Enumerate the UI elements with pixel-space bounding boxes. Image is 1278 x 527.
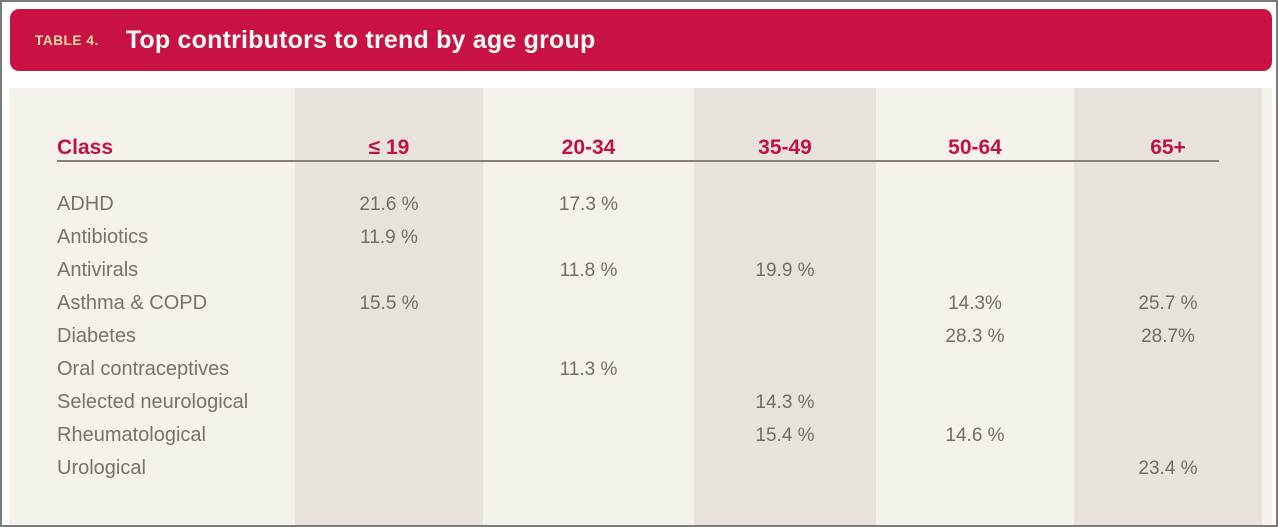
value-cell xyxy=(1074,386,1262,419)
value-cell xyxy=(295,254,483,287)
value-cell: 21.6 % xyxy=(359,194,419,215)
row-label: Antivirals xyxy=(57,259,139,281)
table-row: Rheumatological 15.4 % 14.6 % xyxy=(9,419,1272,452)
row-label: Urological xyxy=(57,457,146,479)
table-row: Asthma & COPD 15.5 % 14.3% 25.7 % xyxy=(9,287,1272,320)
value-cell xyxy=(1074,221,1262,254)
row-label: Diabetes xyxy=(57,325,136,347)
value-cell xyxy=(483,452,694,485)
value-cell xyxy=(876,188,1074,221)
value-cell xyxy=(483,320,694,353)
table-row: ADHD 21.6 % 17.3 % xyxy=(9,188,1272,221)
table-row: Diabetes 28.3 % 28.7% xyxy=(9,320,1272,353)
value-cell: 14.3% xyxy=(948,293,1002,314)
column-header-65-plus: 65+ xyxy=(1150,136,1186,159)
table-number-label: TABLE 4. xyxy=(35,32,99,48)
column-header-50-64: 50-64 xyxy=(948,136,1002,159)
table-row: Antibiotics 11.9 % xyxy=(9,221,1272,254)
value-cell xyxy=(1074,188,1262,221)
value-cell: 28.3 % xyxy=(945,326,1005,347)
value-cell xyxy=(295,386,483,419)
column-header-under-19: ≤ 19 xyxy=(368,136,410,159)
table-row: Selected neurological 14.3 % xyxy=(9,386,1272,419)
value-cell: 17.3 % xyxy=(558,194,619,215)
value-cell: 11.3 % xyxy=(559,359,618,380)
value-cell xyxy=(694,287,876,320)
table-body: ADHD 21.6 % 17.3 % Antibiotics 11.9 % An… xyxy=(9,188,1272,485)
value-cell: 25.7 % xyxy=(1138,293,1198,314)
value-cell xyxy=(694,221,876,254)
table-title: Top contributors to trend by age group xyxy=(125,25,596,54)
row-label: Rheumatological xyxy=(57,424,206,446)
value-cell: 14.3 % xyxy=(755,392,815,413)
value-cell xyxy=(1074,419,1262,452)
value-cell xyxy=(694,320,876,353)
value-cell xyxy=(694,452,876,485)
value-cell xyxy=(694,353,876,386)
value-cell xyxy=(483,221,694,254)
value-cell: 23.4 % xyxy=(1138,458,1198,479)
value-cell: 15.5 % xyxy=(359,293,419,314)
value-cell xyxy=(694,188,876,221)
table-title-bar: TABLE 4. Top contributors to trend by ag… xyxy=(10,9,1272,71)
value-cell xyxy=(295,419,483,452)
row-label: Oral contraceptives xyxy=(57,358,230,380)
row-label: Antibiotics xyxy=(57,226,149,248)
row-label: ADHD xyxy=(57,193,114,215)
row-label: Asthma & COPD xyxy=(57,292,208,314)
value-cell xyxy=(295,452,483,485)
value-cell xyxy=(876,221,1074,254)
value-cell: 19.9 % xyxy=(755,260,815,281)
value-cell: 14.6 % xyxy=(945,425,1005,446)
column-header-35-49: 35-49 xyxy=(758,136,812,159)
value-cell xyxy=(1074,353,1262,386)
value-cell xyxy=(876,386,1074,419)
value-cell xyxy=(483,386,694,419)
value-cell xyxy=(295,353,483,386)
value-cell xyxy=(483,287,694,320)
table-row: Oral contraceptives 11.3 % xyxy=(9,353,1272,386)
value-cell xyxy=(1074,254,1262,287)
table-header-row: Class ≤ 19 20-34 35-49 50-64 65+ xyxy=(9,88,1272,160)
value-cell: 28.7% xyxy=(1141,326,1195,347)
row-label: Selected neurological xyxy=(57,391,249,413)
column-header-20-34: 20-34 xyxy=(561,136,616,159)
value-cell xyxy=(876,353,1074,386)
value-cell: 15.4 % xyxy=(755,425,815,446)
table-panel: Class ≤ 19 20-34 35-49 50-64 65+ ADHD 21… xyxy=(9,88,1272,525)
value-cell xyxy=(876,254,1074,287)
header-divider-rule xyxy=(57,160,1219,162)
value-cell: 11.9 % xyxy=(360,227,418,248)
value-cell xyxy=(876,452,1074,485)
column-header-class: Class xyxy=(57,136,114,159)
table-row: Urological 23.4 % xyxy=(9,452,1272,485)
value-cell: 11.8 % xyxy=(559,260,618,281)
value-cell xyxy=(483,419,694,452)
value-cell xyxy=(295,320,483,353)
table-row: Antivirals 11.8 % 19.9 % xyxy=(9,254,1272,287)
